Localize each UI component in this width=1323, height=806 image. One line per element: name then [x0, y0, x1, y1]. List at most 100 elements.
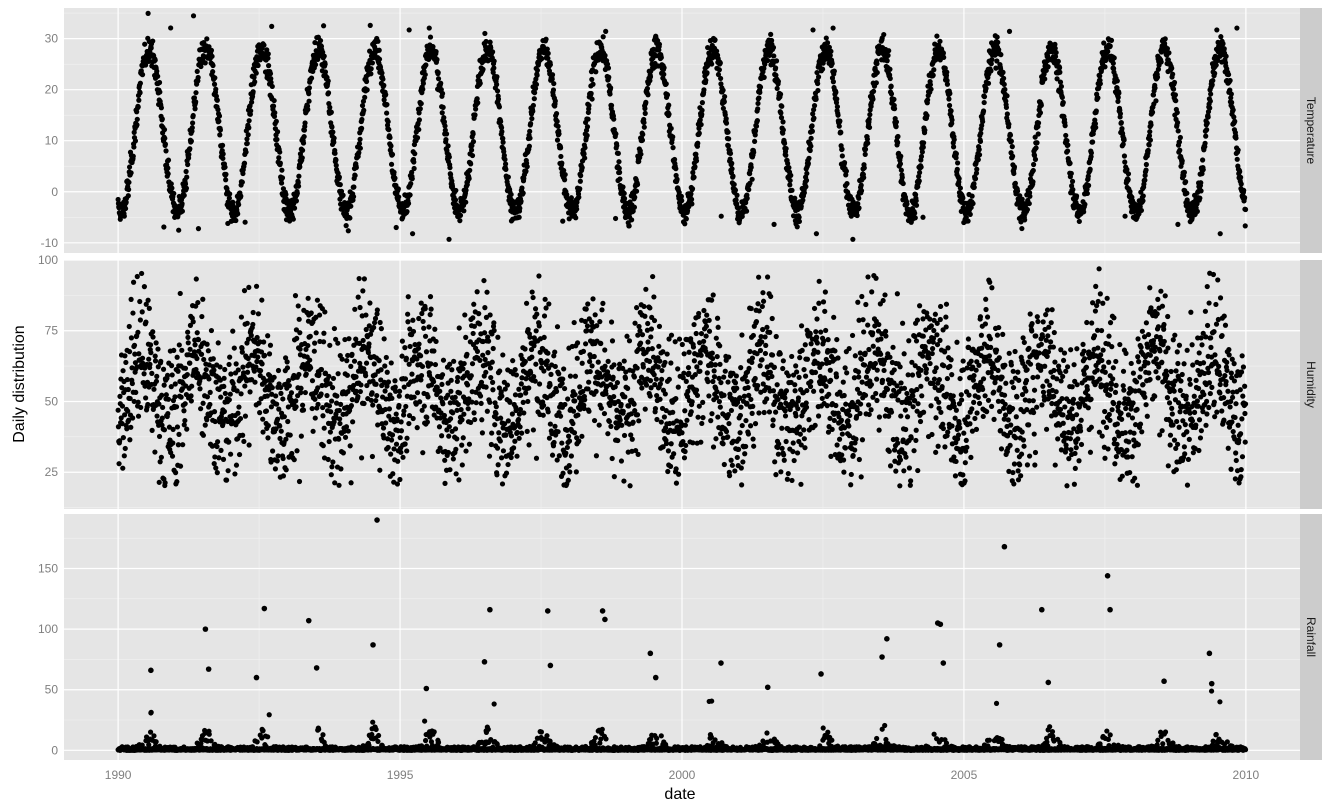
- data-point: [558, 145, 563, 150]
- data-point: [455, 375, 460, 380]
- data-point: [322, 54, 327, 59]
- data-point: [720, 88, 725, 93]
- data-point: [642, 125, 647, 130]
- data-point: [1182, 170, 1187, 175]
- data-point: [406, 294, 411, 299]
- data-point: [185, 162, 190, 167]
- data-point: [861, 175, 866, 180]
- data-point: [527, 144, 532, 149]
- data-point: [227, 191, 232, 196]
- data-point: [795, 224, 800, 229]
- data-point: [396, 194, 401, 199]
- data-point: [1148, 138, 1153, 143]
- data-point: [750, 177, 755, 182]
- data-point: [454, 471, 459, 476]
- data-point: [333, 157, 338, 162]
- data-point: [498, 416, 503, 421]
- data-point: [204, 417, 209, 422]
- data-point: [383, 92, 388, 97]
- data-point: [237, 452, 242, 457]
- data-point: [1212, 71, 1217, 76]
- data-point: [527, 136, 532, 141]
- data-point: [870, 97, 875, 102]
- data-point: [425, 394, 430, 399]
- data-point: [235, 411, 240, 416]
- data-point: [689, 197, 694, 202]
- data-point: [867, 125, 872, 130]
- data-point: [154, 374, 159, 379]
- data-point: [1074, 193, 1079, 198]
- data-point: [242, 288, 247, 293]
- data-point: [195, 330, 200, 335]
- data-point: [718, 76, 723, 81]
- data-point: [293, 398, 298, 403]
- data-point: [1036, 131, 1041, 136]
- data-point: [212, 75, 217, 80]
- data-point: [362, 276, 367, 281]
- data-point: [172, 394, 177, 399]
- data-point: [815, 81, 820, 86]
- data-point: [627, 223, 632, 228]
- data-point: [1122, 214, 1127, 219]
- data-point: [222, 165, 227, 170]
- data-point: [1042, 76, 1047, 81]
- data-point: [163, 141, 168, 146]
- data-point: [392, 378, 397, 383]
- data-point: [1005, 111, 1010, 116]
- data-point: [222, 376, 227, 381]
- data-point: [179, 201, 184, 206]
- data-point: [139, 271, 144, 276]
- data-point: [360, 103, 365, 108]
- data-point: [359, 117, 364, 122]
- data-point: [382, 336, 387, 341]
- data-point: [162, 383, 167, 388]
- data-point: [509, 192, 514, 197]
- data-point: [442, 481, 447, 486]
- data-point: [528, 121, 533, 126]
- data-point: [1175, 222, 1180, 227]
- data-point: [348, 443, 353, 448]
- data-point: [251, 310, 256, 315]
- data-point: [670, 134, 675, 139]
- data-point: [504, 471, 509, 476]
- data-point: [559, 160, 564, 165]
- data-point: [995, 34, 1000, 39]
- data-point: [1063, 123, 1068, 128]
- data-point: [368, 23, 373, 28]
- data-point: [120, 466, 125, 471]
- data-point: [495, 446, 500, 451]
- data-point: [937, 39, 942, 44]
- data-point: [135, 117, 140, 122]
- data-point: [958, 185, 963, 190]
- data-point: [196, 337, 201, 342]
- data-point: [527, 129, 532, 134]
- data-point: [632, 195, 637, 200]
- data-point: [752, 139, 757, 144]
- data-point: [215, 470, 220, 475]
- data-point: [398, 435, 403, 440]
- data-point: [643, 111, 648, 116]
- data-point: [137, 299, 142, 304]
- data-point: [337, 421, 342, 426]
- data-point: [196, 226, 201, 231]
- data-point: [330, 459, 335, 464]
- data-point: [166, 171, 171, 176]
- data-point: [238, 193, 243, 198]
- data-point: [531, 103, 536, 108]
- data-point: [241, 439, 246, 444]
- data-point: [245, 321, 250, 326]
- data-point: [216, 340, 221, 345]
- data-point: [919, 164, 924, 169]
- data-point: [254, 71, 259, 76]
- data-point: [886, 48, 891, 53]
- data-point: [161, 367, 166, 372]
- data-point: [122, 214, 127, 219]
- data-point: [256, 311, 261, 316]
- data-point: [494, 82, 499, 87]
- data-point: [483, 370, 488, 375]
- data-point: [518, 199, 523, 204]
- data-point: [258, 368, 263, 373]
- data-point: [201, 357, 206, 362]
- data-point: [666, 112, 671, 117]
